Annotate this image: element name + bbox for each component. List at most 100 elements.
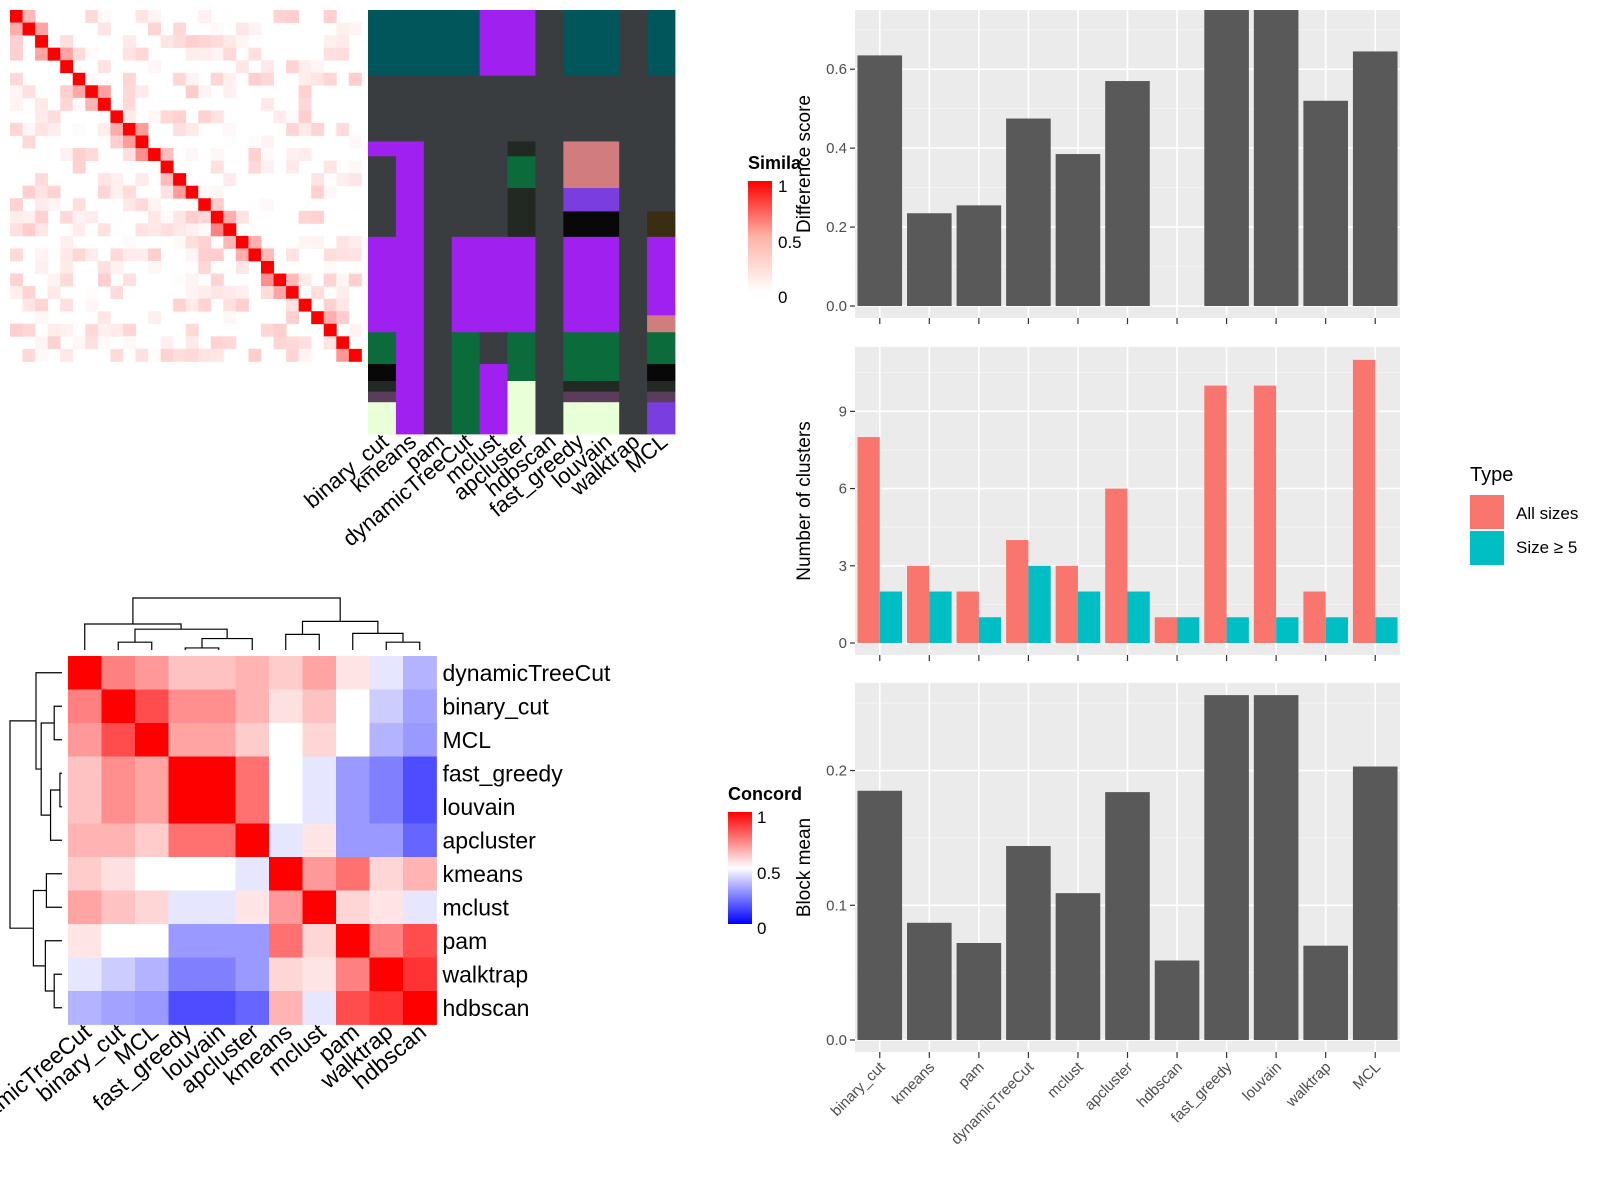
similarity-cell	[210, 35, 224, 49]
similarity-cell	[35, 185, 49, 199]
similarity-cell	[135, 135, 149, 149]
cluster-cell	[395, 10, 425, 77]
similarity-cell	[85, 323, 99, 337]
cluster-cell	[368, 364, 397, 382]
similarity-cell	[122, 47, 136, 61]
concordance-cell	[403, 790, 437, 824]
similarity-cell	[173, 273, 187, 287]
y-tick-label: 0.1	[826, 897, 847, 914]
cluster-cell	[479, 332, 508, 365]
similarity-cell	[210, 72, 224, 86]
bar-size-ge-5	[978, 617, 1002, 643]
cluster-cell	[507, 364, 536, 382]
concordance-cell	[235, 890, 270, 925]
similarity-cell	[173, 122, 187, 136]
cluster-cell	[423, 211, 453, 238]
similarity-cell	[173, 298, 187, 312]
concordance-cell	[68, 656, 102, 690]
similarity-cell	[348, 22, 362, 36]
similarity-cell	[323, 261, 337, 274]
similarity-cell	[135, 97, 149, 111]
concordance-cell	[235, 924, 270, 958]
similarity-cell	[185, 273, 199, 287]
bar	[1055, 154, 1101, 306]
similarity-cell	[298, 97, 312, 111]
similarity-cell	[286, 122, 300, 136]
cluster-cell	[563, 364, 592, 382]
cluster-cell	[535, 381, 564, 392]
concordance-cell	[202, 656, 236, 690]
similarity-cell	[261, 198, 274, 212]
similarity-cell	[235, 248, 249, 262]
concordance-row-label: kmeans	[443, 861, 524, 887]
similarity-cell	[97, 223, 111, 237]
bar	[1006, 846, 1051, 1040]
similarity-cell	[185, 348, 199, 362]
cluster-cell	[619, 391, 648, 403]
similarity-cell	[110, 348, 124, 362]
concordance-row-label: dynamicTreeCut	[443, 660, 611, 686]
concordance-cell	[202, 991, 236, 1025]
bar	[1204, 10, 1249, 306]
similarity-cell	[122, 72, 136, 86]
cluster-cell	[451, 10, 481, 77]
similarity-cell	[210, 110, 224, 124]
bar-size-ge-5	[1127, 591, 1150, 643]
similarity-cell	[22, 210, 36, 224]
similarity-cell	[135, 122, 149, 136]
similarity-cell	[72, 336, 86, 350]
cluster-cell	[423, 75, 453, 142]
similarity-cell	[210, 348, 224, 362]
cluster-cell	[395, 188, 425, 212]
similarity-cell	[210, 210, 224, 224]
cluster-cell	[423, 156, 453, 189]
similarity-cell	[160, 35, 174, 49]
cluster-cell	[535, 188, 564, 212]
similarity-cell	[148, 10, 161, 23]
concordance-cell	[403, 890, 437, 925]
similarity-cell	[336, 298, 350, 312]
concordance-cell	[269, 723, 303, 757]
bar-all-sizes	[1303, 591, 1326, 643]
bar	[1352, 51, 1398, 306]
similarity-cell	[122, 97, 136, 111]
similarity-cell	[348, 160, 362, 174]
similarity-cell	[248, 248, 262, 262]
similarity-cell	[248, 35, 262, 49]
similarity-cell	[148, 198, 161, 212]
concordance-row-label: pam	[443, 928, 488, 954]
similarity-cell	[348, 323, 362, 337]
similarity-cell	[148, 248, 161, 262]
cluster-cell	[451, 315, 481, 333]
similarity-cell	[185, 286, 199, 300]
similarity-cell	[10, 323, 23, 337]
similarity-cell	[261, 273, 274, 287]
similarity-cell	[198, 47, 212, 61]
cluster-cell	[507, 402, 536, 435]
similarity-cell	[298, 72, 312, 86]
cluster-cell	[479, 364, 508, 382]
similarity-cell	[110, 286, 124, 300]
y-tick-label: 0.0	[826, 298, 847, 315]
y-tick-label: 0.6	[826, 61, 847, 78]
similarity-cell	[60, 248, 74, 262]
similarity-cell	[148, 22, 161, 36]
similarity-cell	[10, 10, 23, 23]
similarity-cell	[223, 223, 237, 237]
similarity-cell	[185, 223, 199, 237]
concordance-cell	[269, 890, 303, 925]
similarity-cell	[323, 185, 337, 199]
similarity-cell	[248, 72, 262, 86]
similarity-cell	[60, 97, 74, 111]
similarity-cell	[60, 210, 74, 224]
cluster-method-labels: binary_cutkmeanspamdynamicTreeCutmclusta…	[299, 429, 672, 551]
cluster-cell	[563, 188, 592, 212]
similarity-cell	[35, 97, 49, 111]
legend-key-size-ge-5	[1470, 531, 1504, 565]
concordance-cell	[68, 790, 102, 824]
similarity-cell	[122, 110, 136, 124]
legend-key-all-sizes	[1470, 495, 1504, 529]
similarity-cell	[198, 248, 212, 262]
similarity-legend-tick-low: 0	[778, 288, 787, 307]
similarity-cell	[286, 248, 300, 262]
